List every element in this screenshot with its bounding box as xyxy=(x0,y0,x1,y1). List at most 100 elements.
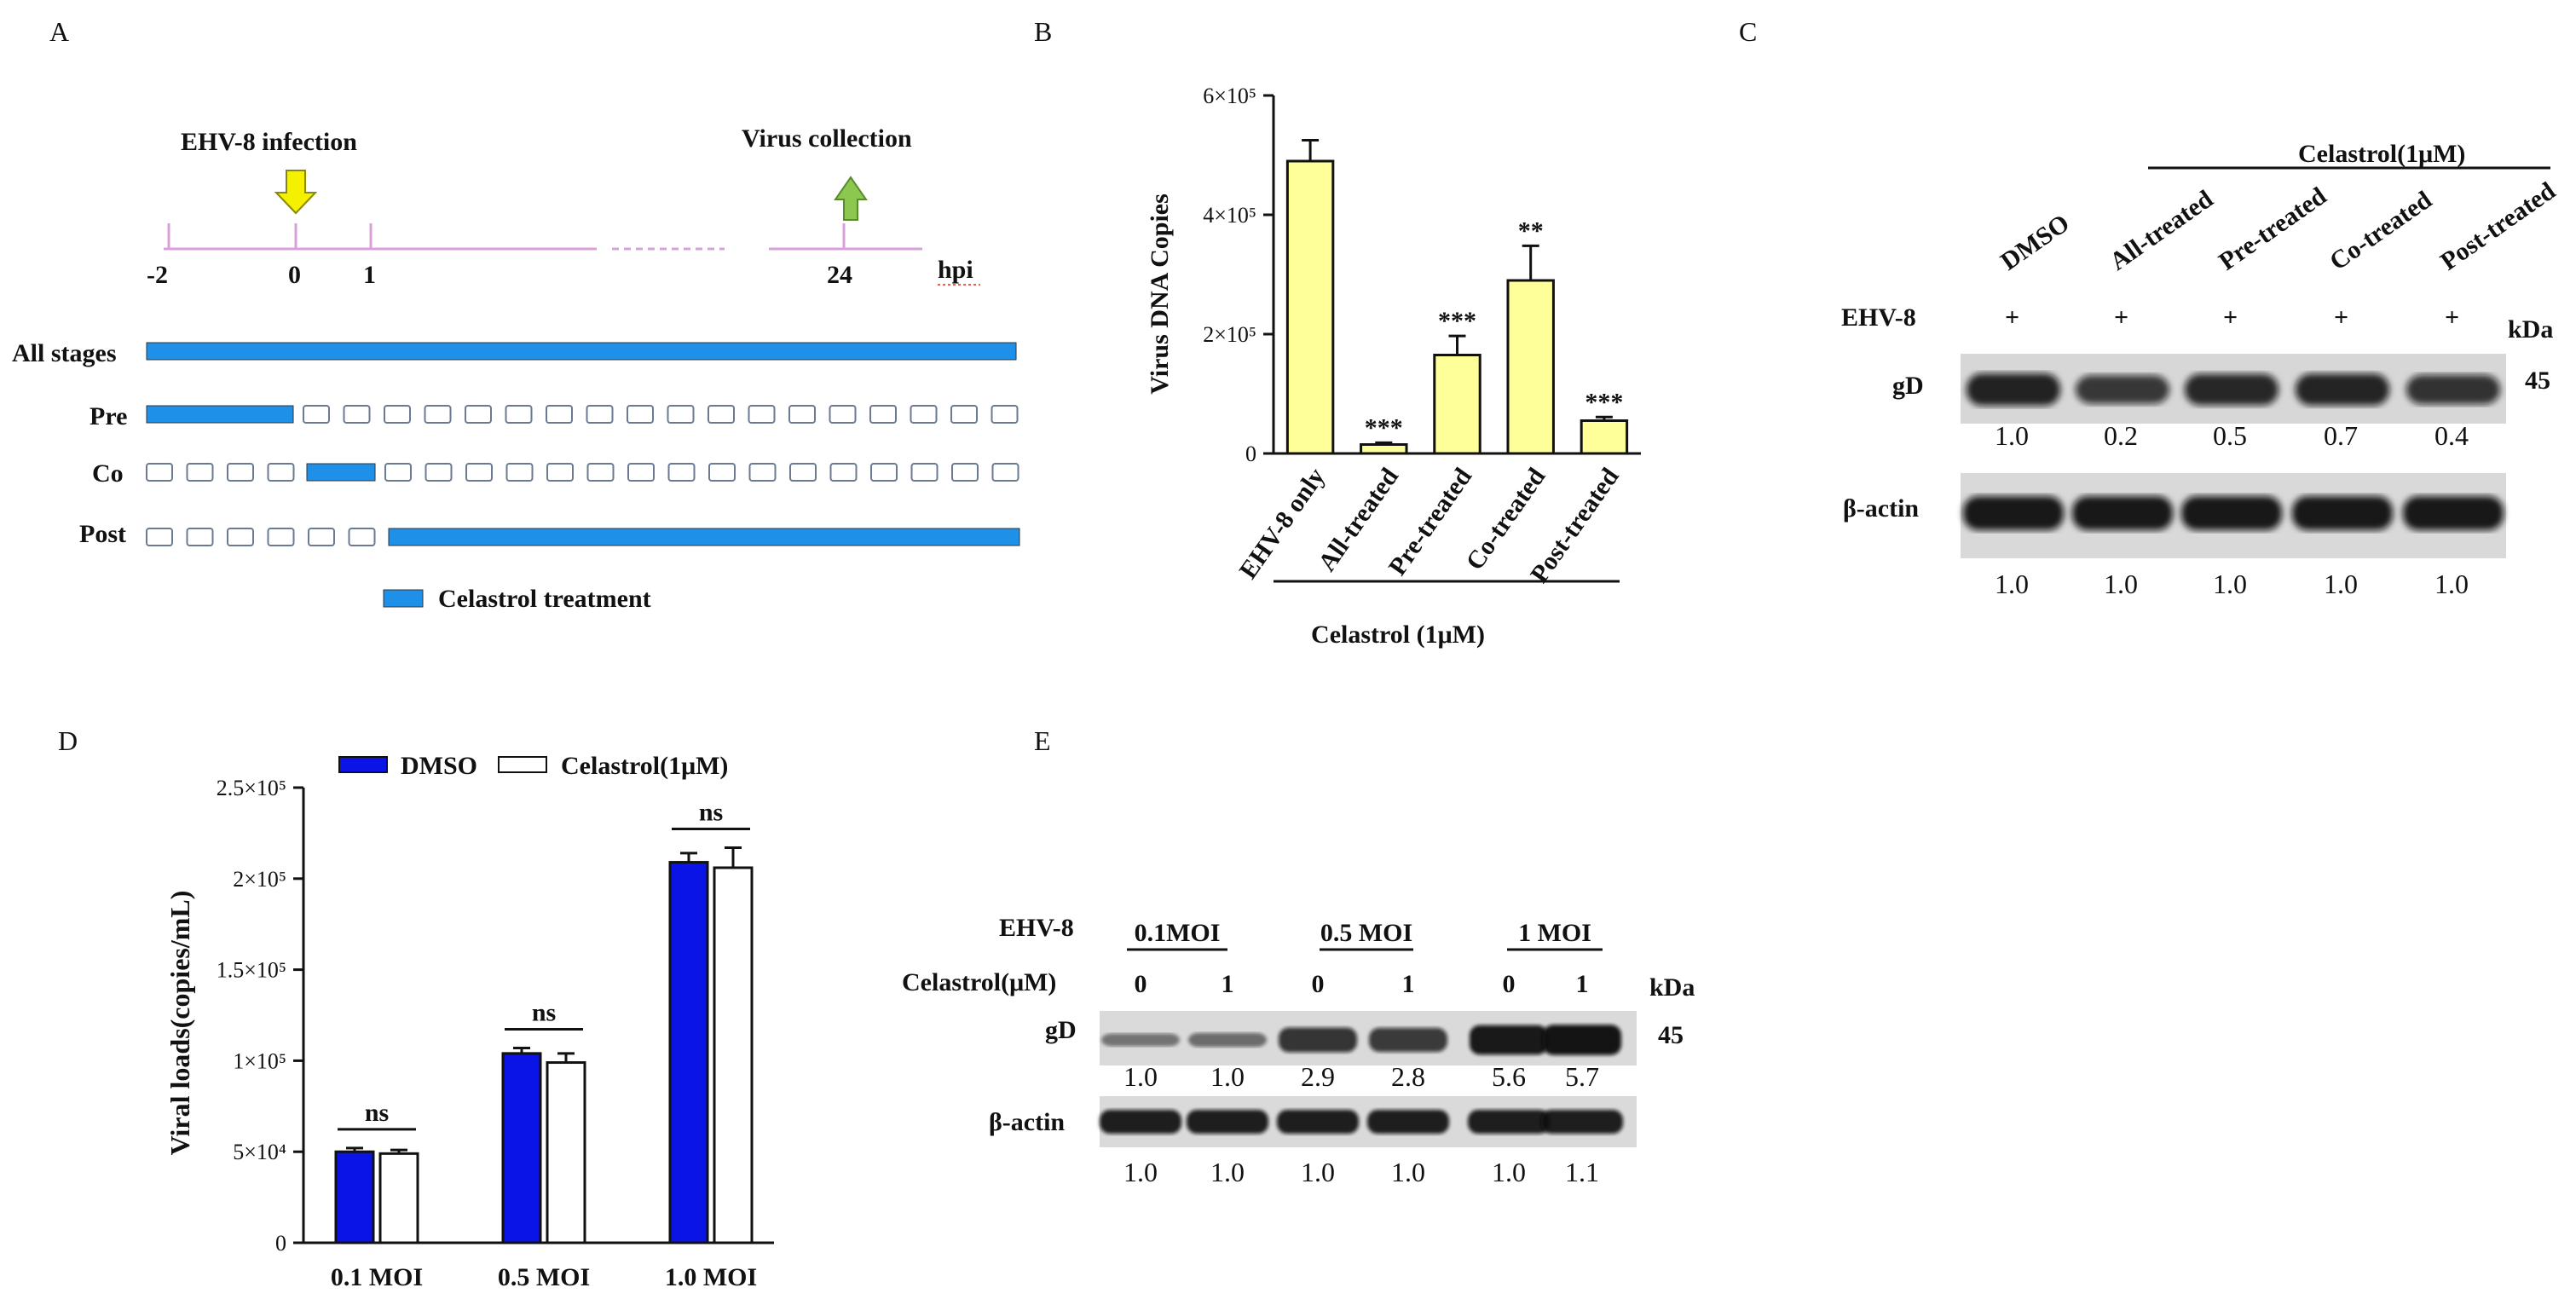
d-legend-celastrol: Celastrol(1μM) xyxy=(561,752,728,780)
b-y-tick-label: 2×10⁵ xyxy=(1203,322,1256,347)
empty-slot xyxy=(991,463,1019,482)
e-celastrol-label: Celastrol(μM) xyxy=(902,968,1056,996)
c-gd-band xyxy=(2185,373,2279,406)
e-gd-value: 5.6 xyxy=(1492,1061,1526,1092)
empty-slot xyxy=(829,463,858,482)
empty-slot xyxy=(186,528,214,546)
empty-slot xyxy=(627,463,655,482)
e-actin-band xyxy=(1367,1110,1449,1134)
e-group-label: 1 MOI xyxy=(1518,919,1591,947)
c-actin-value: 1.0 xyxy=(1995,569,2029,599)
d-y-tick-label: 0 xyxy=(275,1231,286,1256)
tick-label: 24 xyxy=(827,261,852,289)
pre-treatment-bar xyxy=(146,405,294,424)
e-actin-value: 1.0 xyxy=(1492,1157,1526,1187)
empty-slot xyxy=(951,463,979,482)
e-gd-band xyxy=(1470,1025,1548,1055)
c-plus-sign: + xyxy=(2445,303,2459,332)
empty-slot xyxy=(186,463,214,482)
b-x-tick-label: EHV-8 only xyxy=(1234,463,1331,584)
e-gd-value: 1.0 xyxy=(1210,1061,1245,1092)
c-actin-value: 1.0 xyxy=(2324,569,2358,599)
empty-slot xyxy=(465,405,492,424)
row-label-co: Co xyxy=(92,459,124,488)
e-actin-band xyxy=(1468,1110,1550,1134)
empty-slot xyxy=(788,405,816,424)
empty-slot xyxy=(869,405,897,424)
empty-slot xyxy=(748,405,776,424)
e-gd-band xyxy=(1543,1025,1621,1055)
empty-slot xyxy=(870,463,898,482)
post-treatment-bar xyxy=(388,528,1020,546)
d-bar xyxy=(378,1152,419,1244)
d-significance: ns xyxy=(699,798,723,826)
b-significance: *** xyxy=(1365,413,1403,442)
c-actin-label: β-actin xyxy=(1843,494,1919,523)
d-legend-dmso: DMSO xyxy=(401,752,477,780)
c-gd-value: 0.2 xyxy=(2104,420,2138,451)
panel-label-d: D xyxy=(58,725,78,756)
panel-b-chart: Virus DNA Copies 0 2×10⁵ 4×10⁵ 6×10⁵ EHV-8 … xyxy=(1146,84,1641,649)
e-group-label: 0.5 MOI xyxy=(1320,919,1412,947)
e-actin-band xyxy=(1541,1110,1623,1134)
panel-c-blot: Celastrol(1μM) DMSO+All-treated+Pre-trea… xyxy=(1841,140,2561,599)
e-gd-value: 2.8 xyxy=(1391,1061,1425,1092)
e-actin-value: 1.0 xyxy=(1391,1157,1425,1187)
empty-slot xyxy=(465,463,493,482)
c-ehv-label: EHV-8 xyxy=(1841,303,1916,332)
infection-arrow-icon xyxy=(274,170,318,215)
empty-slot xyxy=(829,405,857,424)
e-actin-value: 1.0 xyxy=(1210,1157,1245,1187)
empty-slot xyxy=(505,405,533,424)
empty-slot xyxy=(950,405,978,424)
e-dose-label: 1 xyxy=(1402,970,1415,998)
empty-slot xyxy=(748,463,777,482)
c-actin-band xyxy=(2403,496,2504,530)
d-legend-swatch-celastrol xyxy=(498,756,547,773)
b-bar xyxy=(1580,419,1629,455)
e-ehv-label: EHV-8 xyxy=(999,914,1074,942)
empty-slot xyxy=(146,463,173,482)
infection-label: EHV-8 infection xyxy=(181,128,357,156)
empty-slot xyxy=(910,463,939,482)
b-bar xyxy=(1506,279,1555,455)
empty-slot xyxy=(303,405,330,424)
e-gd-label: gD xyxy=(1045,1016,1077,1044)
c-kda-value: 45 xyxy=(2525,367,2550,395)
e-gd-band xyxy=(1188,1032,1267,1048)
d-bar xyxy=(501,1052,542,1244)
unit-label: hpi xyxy=(938,256,973,284)
b-y-tick-label: 4×10⁵ xyxy=(1203,203,1256,228)
e-actin-band xyxy=(1100,1110,1181,1134)
empty-slot xyxy=(146,528,173,546)
empty-slot xyxy=(586,405,614,424)
e-actin-band xyxy=(1187,1110,1268,1134)
c-lane-label: DMSO xyxy=(1996,209,2075,276)
e-actin-value: 1.0 xyxy=(1123,1157,1158,1187)
empty-slot xyxy=(384,463,412,482)
e-kda-label: kDa xyxy=(1649,973,1695,1002)
row-label-all: All stages xyxy=(12,339,117,367)
collection-arrow-icon xyxy=(834,176,868,221)
c-plus-sign: + xyxy=(2334,303,2348,332)
b-bar xyxy=(1433,354,1481,455)
b-y-axis-title: Virus DNA Copies xyxy=(1146,193,1174,395)
empty-slot xyxy=(227,463,254,482)
d-y-tick-label: 2×10⁵ xyxy=(233,867,286,892)
c-actin-value: 1.0 xyxy=(2434,569,2469,599)
row-label-pre: Pre xyxy=(90,402,127,430)
d-x-tick-label: 0.1 MOI xyxy=(331,1263,423,1291)
c-lane-label: All-treated xyxy=(2105,185,2218,276)
d-x-tick-label: 0.5 MOI xyxy=(498,1263,590,1291)
e-actin-value: 1.1 xyxy=(1565,1157,1599,1187)
c-actin-band xyxy=(1963,496,2064,530)
empty-slot xyxy=(348,528,376,546)
c-actin-band xyxy=(2181,496,2282,530)
c-group-label: Celastrol(1μM) xyxy=(2298,140,2465,168)
e-actin-label: β-actin xyxy=(989,1108,1065,1136)
c-gd-value: 0.7 xyxy=(2324,420,2358,451)
e-actin-value: 1.0 xyxy=(1301,1157,1335,1187)
panel-label-e: E xyxy=(1034,725,1051,756)
b-bar xyxy=(1285,159,1335,455)
